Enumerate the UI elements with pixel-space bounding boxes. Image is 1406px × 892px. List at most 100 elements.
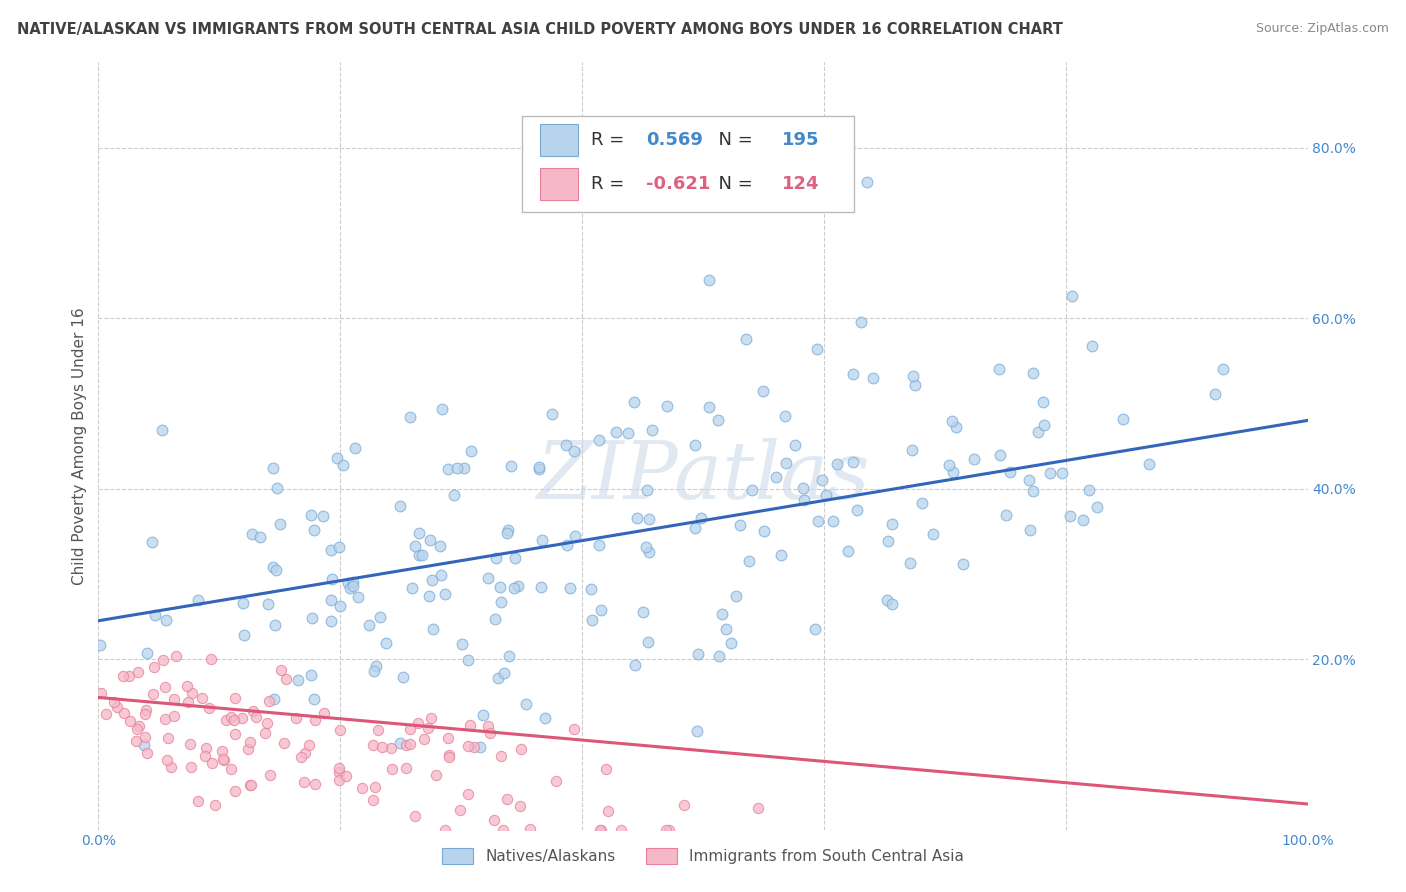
- Point: [326, 451, 349, 466]
- Point: [380, 740, 402, 755]
- Point: [686, 724, 709, 739]
- Point: [588, 538, 610, 552]
- Point: [1085, 500, 1108, 514]
- Point: [880, 598, 903, 612]
- Point: [499, 459, 522, 474]
- Point: [156, 731, 179, 746]
- Point: [155, 614, 177, 628]
- Point: [683, 520, 706, 534]
- Point: [636, 483, 658, 497]
- Point: [1112, 412, 1135, 426]
- Point: [177, 695, 200, 709]
- Point: [631, 605, 654, 619]
- Point: [304, 713, 326, 727]
- Point: [312, 509, 335, 524]
- Point: [187, 593, 209, 607]
- Point: [420, 573, 443, 587]
- Point: [336, 576, 359, 591]
- Point: [804, 622, 827, 636]
- Point: [515, 697, 537, 711]
- Point: [236, 742, 259, 756]
- Point: [398, 737, 420, 751]
- Point: [589, 822, 612, 837]
- Text: 0.569: 0.569: [647, 131, 703, 149]
- Point: [347, 590, 370, 604]
- Point: [152, 653, 174, 667]
- Point: [302, 524, 325, 538]
- Point: [292, 775, 315, 789]
- Text: N =: N =: [707, 131, 758, 149]
- Point: [212, 753, 235, 767]
- Point: [562, 723, 585, 737]
- Point: [329, 599, 352, 613]
- Point: [941, 414, 963, 428]
- Point: [262, 560, 284, 574]
- Point: [477, 570, 499, 584]
- Point: [496, 792, 519, 806]
- Point: [634, 540, 657, 554]
- Point: [479, 726, 502, 740]
- Bar: [540, 168, 578, 200]
- Point: [361, 738, 384, 752]
- Point: [1204, 387, 1226, 401]
- Point: [240, 527, 263, 541]
- Point: [408, 548, 430, 562]
- Point: [204, 797, 226, 812]
- Point: [952, 557, 974, 571]
- Point: [419, 711, 441, 725]
- Point: [239, 778, 262, 792]
- Point: [453, 461, 475, 475]
- Point: [125, 734, 148, 748]
- Point: [690, 511, 713, 525]
- Point: [433, 822, 456, 837]
- Point: [530, 533, 553, 547]
- Point: [150, 423, 173, 437]
- Point: [437, 750, 460, 764]
- Point: [446, 461, 468, 475]
- Point: [125, 722, 148, 736]
- Point: [623, 657, 645, 672]
- Point: [1019, 523, 1042, 537]
- Point: [245, 709, 267, 723]
- Point: [418, 589, 440, 603]
- Point: [156, 753, 179, 767]
- Point: [342, 575, 364, 590]
- Point: [610, 822, 633, 837]
- Point: [741, 483, 763, 497]
- Point: [1033, 418, 1056, 433]
- Point: [472, 708, 495, 723]
- Point: [425, 767, 447, 781]
- Point: [321, 593, 343, 607]
- Point: [876, 593, 898, 607]
- Point: [195, 741, 218, 756]
- Point: [128, 719, 150, 733]
- Point: [995, 508, 1018, 522]
- Point: [655, 399, 678, 413]
- Point: [401, 582, 423, 596]
- Point: [806, 343, 828, 357]
- Point: [1071, 513, 1094, 527]
- Point: [637, 635, 659, 649]
- Point: [617, 426, 640, 441]
- Point: [328, 764, 350, 779]
- Point: [562, 444, 585, 458]
- Point: [855, 175, 877, 189]
- Point: [96, 707, 118, 722]
- Point: [285, 711, 308, 725]
- Text: ZIPatlas: ZIPatlas: [536, 438, 870, 516]
- Point: [880, 516, 903, 531]
- Point: [179, 737, 201, 751]
- Point: [988, 448, 1011, 462]
- Point: [404, 539, 426, 553]
- Point: [419, 533, 441, 547]
- Point: [142, 660, 165, 674]
- Point: [591, 602, 613, 616]
- Point: [503, 551, 526, 566]
- Point: [489, 580, 512, 594]
- Point: [492, 822, 515, 837]
- Point: [655, 822, 678, 837]
- Point: [641, 423, 664, 437]
- Point: [488, 671, 510, 685]
- Point: [485, 550, 508, 565]
- Point: [357, 617, 380, 632]
